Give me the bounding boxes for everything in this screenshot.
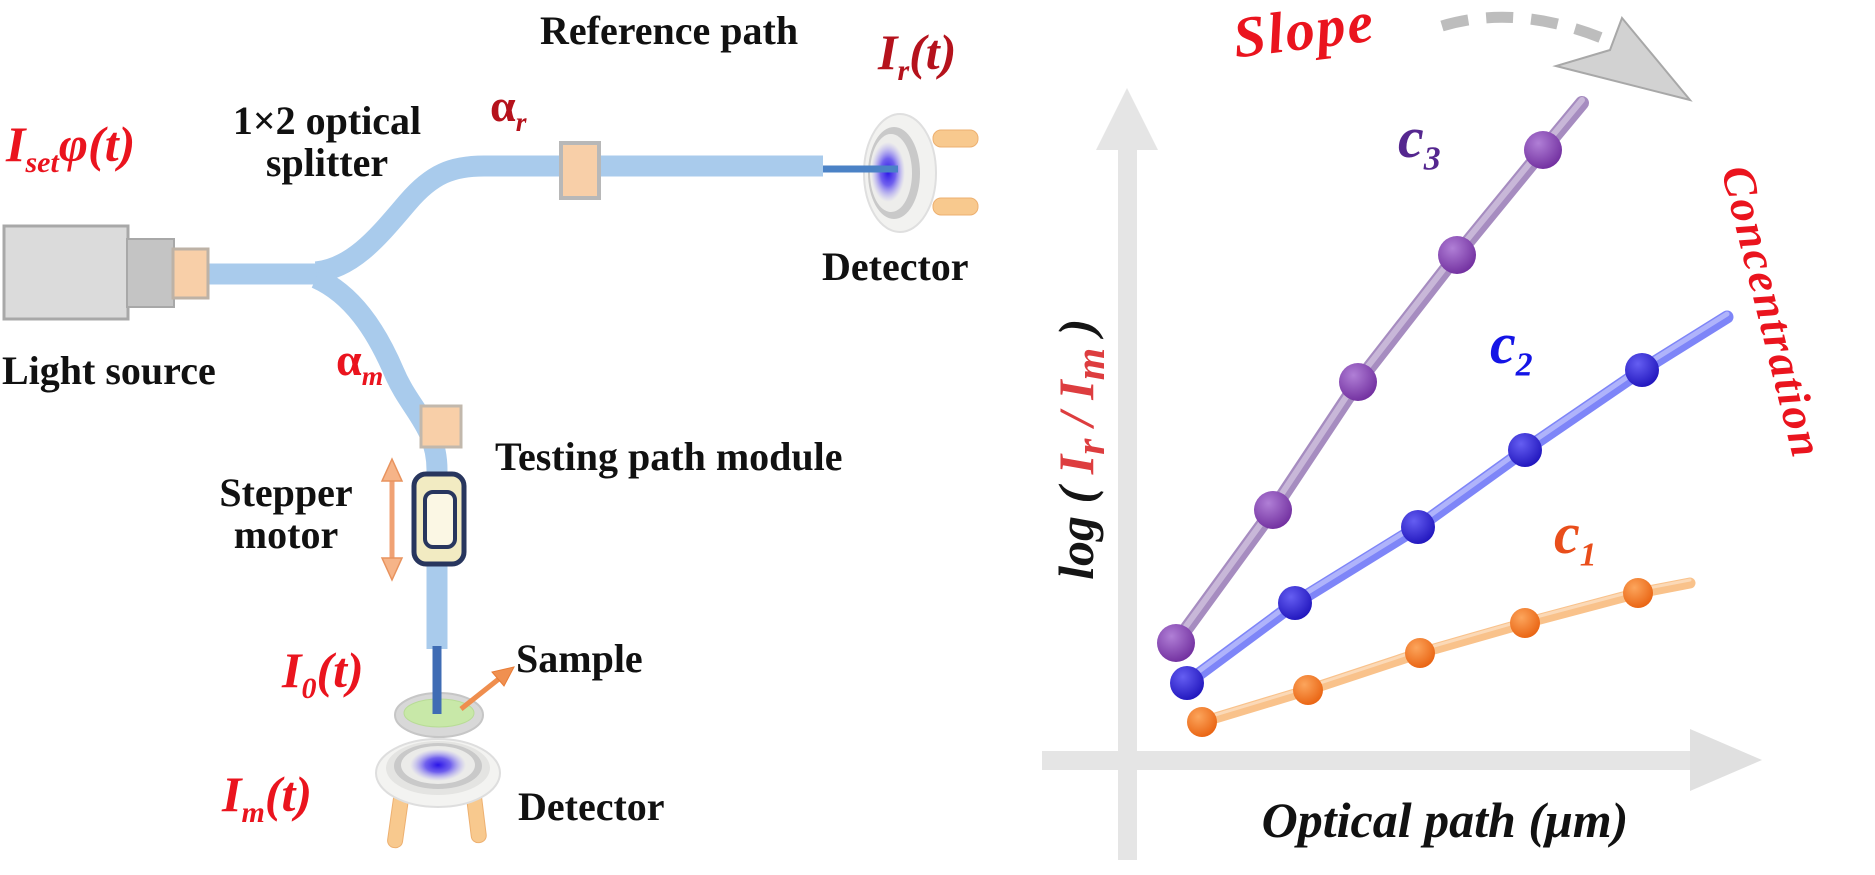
chart-axes (1042, 88, 1762, 860)
series-c3-point (1254, 491, 1292, 529)
series-c1-label: c1 (1554, 501, 1597, 574)
sample-label: Sample (516, 636, 643, 681)
measured-intensity-label: Im(t) (222, 766, 313, 829)
series-c1-point (1293, 675, 1323, 705)
detector-glow-icon (410, 749, 466, 781)
sample-annotation-arrow (459, 666, 515, 711)
arc-arrowhead-icon (1552, 16, 1693, 102)
series-c3-point (1438, 236, 1476, 274)
attenuator-reference (559, 141, 601, 200)
reference-intensity-label: Ir(t) (878, 24, 957, 87)
detector-bottom-label: Detector (518, 784, 665, 829)
attenuator-testing (419, 404, 463, 449)
reference-path-label: Reference path (540, 8, 799, 53)
detector-reference (863, 113, 979, 233)
splitter-label: 1×2 optical splitter (232, 98, 422, 185)
series-c2-point (1278, 586, 1312, 620)
series-c2-label: c2 (1490, 311, 1533, 384)
x-axis (1042, 751, 1692, 770)
optical-fiber-paths (205, 155, 823, 649)
series-c2-highlight (1184, 311, 1730, 683)
light-source-label: Light source (2, 348, 216, 393)
alpha-m-label: αm (336, 334, 384, 392)
x-axis-label: Optical path (μm) (1261, 792, 1629, 848)
series-c2-point (1625, 353, 1659, 387)
y-axis-arrowhead-icon (1096, 88, 1158, 150)
stepper-motor-label: Stepper motor (219, 470, 353, 557)
series-c3-label: c3 (1398, 105, 1441, 178)
stepper-motor (411, 471, 467, 567)
testing-module-label: Testing path module (495, 434, 843, 479)
series-c2-point (1170, 666, 1204, 700)
x-axis-arrowhead-icon (1690, 729, 1762, 791)
detector-measurement (375, 738, 501, 849)
series-c2 (1170, 310, 1734, 700)
series-c3-point (1157, 624, 1195, 662)
chart-series (1157, 96, 1734, 737)
light-source (2, 224, 210, 321)
detector-top-label: Detector (822, 244, 969, 289)
incident-intensity-label: I0(t) (282, 642, 364, 705)
series-c1-point (1405, 638, 1435, 668)
y-axis (1118, 140, 1137, 860)
stepper-travel-arrow (380, 457, 404, 582)
input-intensity-label: Isetφ(t) (6, 116, 136, 179)
fiber-reference-branch (314, 155, 823, 283)
series-c2-point (1401, 510, 1435, 544)
slope-arc-arrow (1440, 11, 1693, 102)
fiber-testing-branch (311, 268, 448, 649)
alpha-r-label: αr (490, 80, 527, 138)
series-c3 (1157, 96, 1589, 662)
series-c3-point (1524, 131, 1562, 169)
series-c1-point (1510, 608, 1540, 638)
series-c1-point (1187, 707, 1217, 737)
series-c1-point (1623, 578, 1653, 608)
series-c3-point (1339, 363, 1377, 401)
series-c1-line (1196, 577, 1696, 728)
series-c2-point (1508, 433, 1542, 467)
y-axis-label: log ( Ir / Im ) (1047, 318, 1114, 580)
series-c1 (1187, 577, 1696, 737)
